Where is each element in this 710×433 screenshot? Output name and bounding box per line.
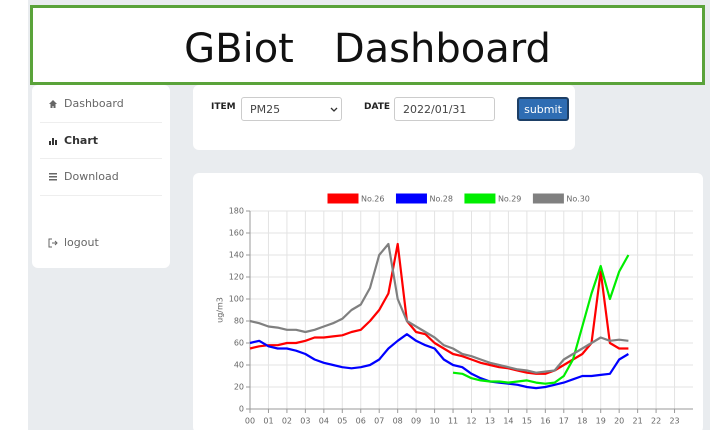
x-tick-label: 01 [263, 417, 273, 426]
chart: 0 20 40 60 80 100 120 140 160 180 00 01 02 03 04 05 06 07… [216, 193, 693, 426]
x-tick-label: 08 [393, 417, 403, 426]
item-select[interactable]: PM25 [241, 97, 342, 121]
filter-form: ITEM PM25 DATE 2022/01/31 submit [193, 85, 575, 150]
x-tick-label: 07 [374, 417, 384, 426]
y-tick-label: 80 [234, 317, 244, 326]
x-tick-label: 22 [651, 417, 661, 426]
legend-label: No.29 [498, 195, 521, 204]
x-tick-label: 12 [466, 417, 476, 426]
legend-label: No.26 [361, 195, 384, 204]
legend-swatch [532, 193, 564, 204]
separator [40, 158, 162, 159]
x-tick-label: 04 [319, 417, 329, 426]
x-tick-label: 10 [429, 417, 439, 426]
series-line [452, 254, 630, 385]
x-tick-label: 18 [577, 417, 587, 426]
y-tick-label: 100 [229, 295, 244, 304]
select-value: PM25 [250, 102, 281, 116]
x-tick-label: 05 [337, 417, 347, 426]
item-label: ITEM [211, 102, 236, 112]
x-tick-label: 20 [614, 417, 624, 426]
series-line [249, 242, 629, 375]
x-tick-label: 15 [522, 417, 532, 426]
x-tick-label: 21 [633, 417, 643, 426]
y-tick-label: 180 [229, 207, 244, 216]
x-tick-label: 23 [669, 417, 679, 426]
y-axis-label: ug/m3 [216, 297, 225, 323]
y-tick-label: 60 [234, 339, 244, 348]
x-tick-label: 03 [300, 417, 310, 426]
x-tick-label: 13 [485, 417, 495, 426]
y-tick-label: 140 [229, 251, 244, 260]
series-line [249, 333, 629, 390]
date-label: DATE [364, 102, 391, 112]
date-input[interactable]: 2022/01/31 [394, 97, 495, 121]
x-tick-label: 00 [245, 417, 255, 426]
nav-logout[interactable]: logout [48, 236, 99, 249]
y-tick-label: 40 [234, 361, 244, 370]
header-title: GBiot Dashboard [30, 5, 705, 85]
x-tick-label: 09 [411, 417, 421, 426]
legend-label: No.30 [566, 195, 589, 204]
date-value: 2022/01/31 [403, 102, 467, 116]
chart-card: 0 20 40 60 80 100 120 140 160 180 00 01 02 03 04 05 06 07… [193, 173, 703, 433]
nav-chart[interactable]: Chart [48, 134, 98, 147]
submit-button[interactable]: submit [517, 97, 569, 121]
legend-label: No.28 [429, 195, 452, 204]
separator [40, 122, 162, 123]
legend-swatch [327, 193, 359, 204]
nav-label: Dashboard [64, 97, 124, 110]
x-tick-label: 06 [356, 417, 366, 426]
nav-label: logout [64, 236, 99, 249]
legend-swatch [464, 193, 496, 204]
nav-download[interactable]: Download [48, 170, 119, 183]
nav-dashboard[interactable]: Dashboard [48, 97, 124, 110]
x-tick-label: 16 [540, 417, 550, 426]
sidebar: Dashboard Chart Download logout [32, 85, 170, 268]
home-icon [49, 99, 57, 108]
chart-icon [49, 137, 57, 145]
nav-label: Chart [64, 134, 99, 147]
legend-swatch [395, 193, 427, 204]
separator [40, 195, 162, 196]
x-tick-label: 17 [559, 417, 569, 426]
y-tick-label: 120 [229, 273, 244, 282]
y-tick-label: 160 [229, 229, 244, 238]
dropdown-arrow [330, 107, 338, 112]
y-tick-label: 0 [239, 405, 244, 414]
nav-label: Download [64, 170, 119, 183]
x-tick-label: 14 [503, 417, 513, 426]
y-tick-label: 20 [234, 383, 244, 392]
logout-icon [48, 238, 58, 247]
x-tick-label: 02 [282, 417, 292, 426]
series-line [249, 242, 629, 374]
x-tick-label: 19 [596, 417, 606, 426]
x-tick-label: 11 [448, 417, 458, 426]
list-icon [49, 172, 57, 180]
